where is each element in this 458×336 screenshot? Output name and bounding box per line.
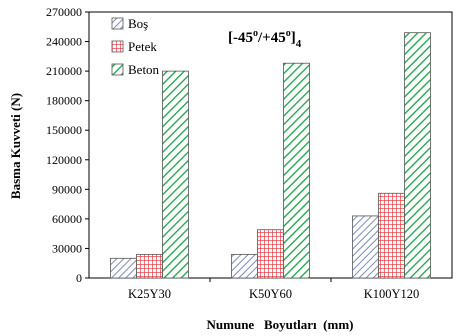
chart-annotation: [-45o/+45o]4 (228, 28, 302, 50)
bar-beton-k50y60 (283, 62, 310, 279)
bar-bo--k100y120 (352, 215, 379, 279)
y-tick-label: 150000 (46, 123, 82, 137)
legend-label-1: Petek (128, 39, 157, 54)
x-tick-label: K25Y30 (128, 287, 171, 301)
y-axis: 0 30000 60000 90000 120000 150000 180000 210000… (46, 5, 89, 285)
bar-beton-k100y120 (404, 32, 431, 279)
y-tick-label: 240000 (46, 35, 82, 49)
legend-swatch-0 (111, 17, 124, 30)
bar-petek-k100y120 (378, 192, 405, 279)
y-tick-label: 90000 (52, 182, 82, 196)
x-axis-label: Numune Boyutları (mm) (207, 317, 354, 332)
y-axis-label: Basma Kuvveti (N) (8, 93, 23, 199)
legend: Boş Petek Beton (111, 16, 160, 77)
bar-beton-k25y30 (162, 70, 189, 279)
x-tick-label: K50Y60 (249, 287, 292, 301)
y-tick-label: 0 (76, 271, 82, 285)
bar-bo--k25y30 (110, 257, 137, 279)
legend-swatch-1 (111, 40, 124, 53)
y-tick-label: 270000 (46, 5, 82, 19)
y-tick-label: 120000 (46, 153, 82, 167)
x-tick-label: K100Y120 (364, 287, 420, 301)
y-tick-label: 60000 (52, 212, 82, 226)
y-tick-label: 30000 (52, 241, 82, 255)
bars (110, 32, 431, 279)
legend-label-0: Boş (128, 16, 148, 31)
legend-swatch-2 (111, 63, 124, 76)
bar-bo--k50y60 (231, 253, 258, 279)
x-axis: K25Y30 K50Y60 K100Y120 (128, 278, 419, 301)
bar-petek-k50y60 (257, 229, 284, 279)
legend-label-2: Beton (128, 62, 160, 77)
y-tick-label: 210000 (46, 64, 82, 78)
y-tick-label: 180000 (46, 94, 82, 108)
bar-petek-k25y30 (136, 253, 163, 279)
